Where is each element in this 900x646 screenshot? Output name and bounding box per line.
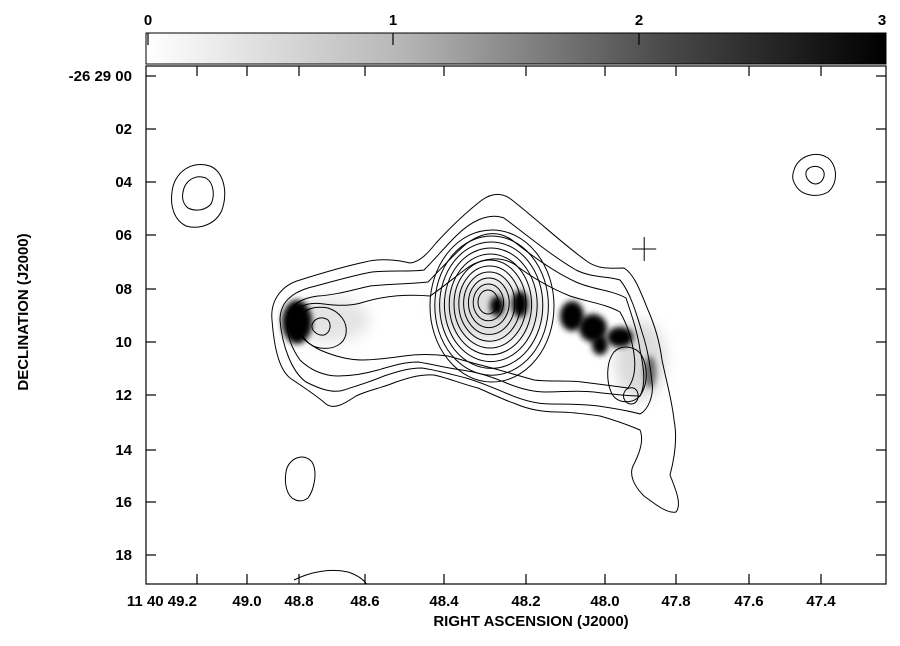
core-contour-line xyxy=(453,259,527,349)
core-contour-line xyxy=(448,253,533,356)
y-tick-label: 12 xyxy=(115,387,132,404)
y-tick-label: 08 xyxy=(115,281,132,298)
contour-line xyxy=(623,387,639,405)
contour-line xyxy=(607,346,647,403)
core-contours xyxy=(429,229,555,383)
colorbar-ticks xyxy=(147,33,883,45)
y-tick-label: 04 xyxy=(115,174,132,191)
x-tick-label: 47.8 xyxy=(661,593,690,610)
core-contour-line xyxy=(434,235,549,376)
contour-line xyxy=(284,456,316,502)
contour-line xyxy=(293,569,368,584)
y-axis-title: DECLINATION (J2000) xyxy=(15,233,32,390)
peak-west xyxy=(282,300,312,344)
plot-area: -26 29 00 02 04 06 08 10 12 14 16 18 11 … xyxy=(15,65,887,630)
y-tick-label: 10 xyxy=(115,334,132,351)
core-contour-line xyxy=(429,229,555,383)
y-tick-label: 16 xyxy=(115,494,132,511)
core-contour-line xyxy=(439,241,544,369)
x-tick-label: 48.6 xyxy=(350,593,379,610)
y-tick-label: 14 xyxy=(115,442,132,459)
contours xyxy=(171,154,836,584)
peak-jet-4 xyxy=(607,327,633,347)
contour-line xyxy=(271,193,679,513)
y-tick-label: 18 xyxy=(115,547,132,564)
contour-line xyxy=(293,258,636,389)
contour-line xyxy=(792,154,836,196)
x-tick-label: 11 40 49.2 xyxy=(127,593,197,610)
x-tick-label: 49.0 xyxy=(232,593,261,610)
colorbar-tick-label: 2 xyxy=(635,12,643,29)
x-tick-label: 47.6 xyxy=(734,593,763,610)
peak-jet-3 xyxy=(592,335,608,355)
x-tick-label: 48.4 xyxy=(429,593,459,610)
contour-line xyxy=(279,215,653,415)
core-contour-line xyxy=(472,283,505,322)
peak-jet-grey xyxy=(644,356,656,388)
greyscale-peaks xyxy=(282,291,656,388)
y-tick-label: -26 29 00 xyxy=(69,68,132,85)
x-tick-label: 47.4 xyxy=(806,593,836,610)
core-contour-line xyxy=(458,265,521,342)
colorbar-tick-label: 1 xyxy=(389,12,397,29)
axis-ticks xyxy=(146,66,886,584)
core-contour-line xyxy=(467,277,510,329)
colorbar-tick-label: 3 xyxy=(878,12,886,29)
core-contour-line xyxy=(477,289,499,315)
contour-line xyxy=(171,164,226,228)
x-tick-label: 48.8 xyxy=(284,593,313,610)
colorbar-gradient xyxy=(145,32,887,65)
core-contour-line xyxy=(443,247,538,363)
colorbar: 0 1 2 3 xyxy=(144,12,887,65)
x-axis-title: RIGHT ASCENSION (J2000) xyxy=(433,613,628,630)
colorbar-tick-label: 0 xyxy=(144,12,152,29)
peak-jet-1 xyxy=(560,301,584,331)
x-tick-label: 48.2 xyxy=(511,593,540,610)
core-contour-line xyxy=(463,271,516,335)
x-tick-label: 48.0 xyxy=(590,593,619,610)
contour-line xyxy=(298,306,347,349)
cross-marker xyxy=(632,236,657,261)
contour-line xyxy=(311,317,331,336)
y-tick-label: 06 xyxy=(115,227,132,244)
contour-line xyxy=(805,165,825,185)
y-tick-label: 02 xyxy=(115,121,132,138)
contour-line xyxy=(182,176,214,211)
